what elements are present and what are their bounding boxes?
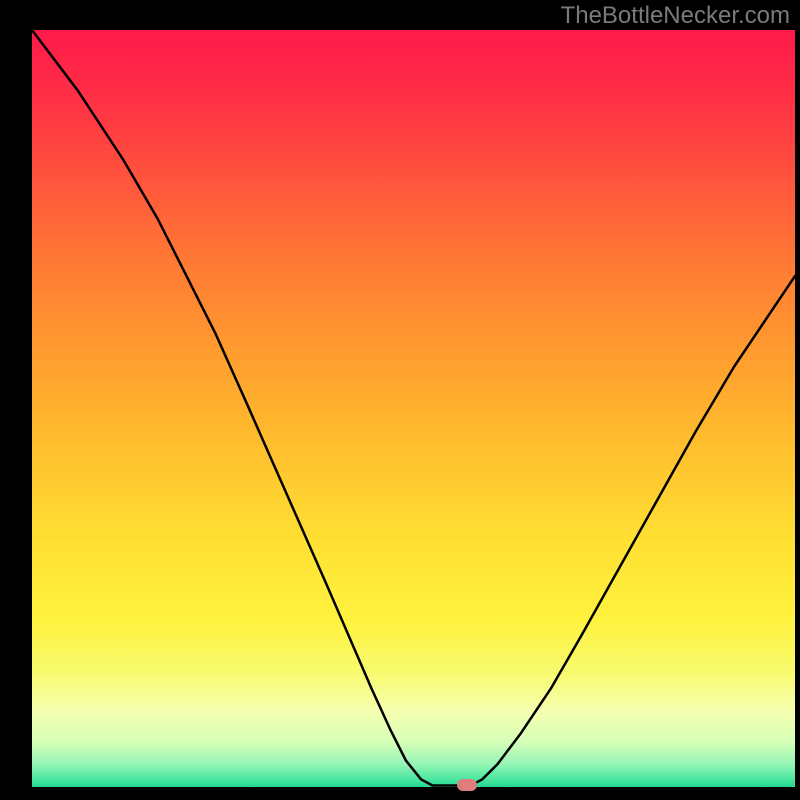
bottleneck-chart-root: TheBottleNecker.com — [0, 0, 800, 800]
optimal-point-marker — [457, 779, 477, 791]
watermark-text: TheBottleNecker.com — [561, 2, 790, 30]
bottleneck-curve — [32, 30, 795, 787]
plot-area — [32, 30, 795, 787]
